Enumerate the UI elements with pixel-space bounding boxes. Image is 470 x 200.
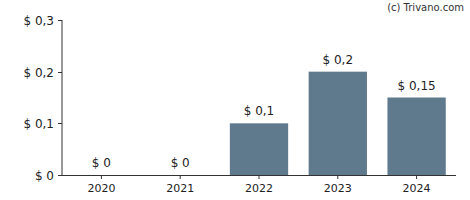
y-tick xyxy=(58,175,62,176)
y-tick-label: $ 0,2 xyxy=(23,66,54,80)
x-tick xyxy=(101,175,102,179)
bars xyxy=(230,72,446,175)
bar xyxy=(387,98,445,176)
x-tick-label: 2020 xyxy=(87,182,115,195)
data-label: $ 0 xyxy=(171,156,190,170)
annotation: (c) Trivano.com xyxy=(387,2,464,13)
y-tick-label: $ 0,1 xyxy=(23,117,54,131)
y-tick xyxy=(58,72,62,73)
y-tick xyxy=(58,20,62,21)
data-label: $ 0 xyxy=(92,156,111,170)
data-label: $ 0,15 xyxy=(398,79,436,93)
bar xyxy=(230,123,288,175)
x-tick xyxy=(180,175,181,179)
data-label: $ 0,2 xyxy=(323,53,354,67)
y-tick xyxy=(58,123,62,124)
x-tick xyxy=(259,175,260,179)
bar xyxy=(309,72,367,175)
x-tick-label: 2024 xyxy=(403,182,431,195)
y-tick-label: $ 0 xyxy=(35,169,54,183)
x-tick-label: 2021 xyxy=(166,182,194,195)
bar xyxy=(72,175,130,176)
y-axis-line xyxy=(62,20,63,175)
chart-container: (c) Trivano.com $ 0 $ 0 $ 0,1 $ 0,2 $ 0,15 $ 0… xyxy=(0,0,470,200)
x-tick-label: 2022 xyxy=(245,182,273,195)
data-label: $ 0,1 xyxy=(244,104,275,118)
y-tick-label: $ 0,3 xyxy=(23,14,54,28)
x-tick xyxy=(416,175,417,179)
x-tick xyxy=(337,175,338,179)
chart-svg: (c) Trivano.com $ 0 $ 0 $ 0,1 $ 0,2 $ 0,15 $ 0… xyxy=(0,0,470,200)
bar xyxy=(151,175,209,176)
x-tick-label: 2023 xyxy=(324,182,352,195)
